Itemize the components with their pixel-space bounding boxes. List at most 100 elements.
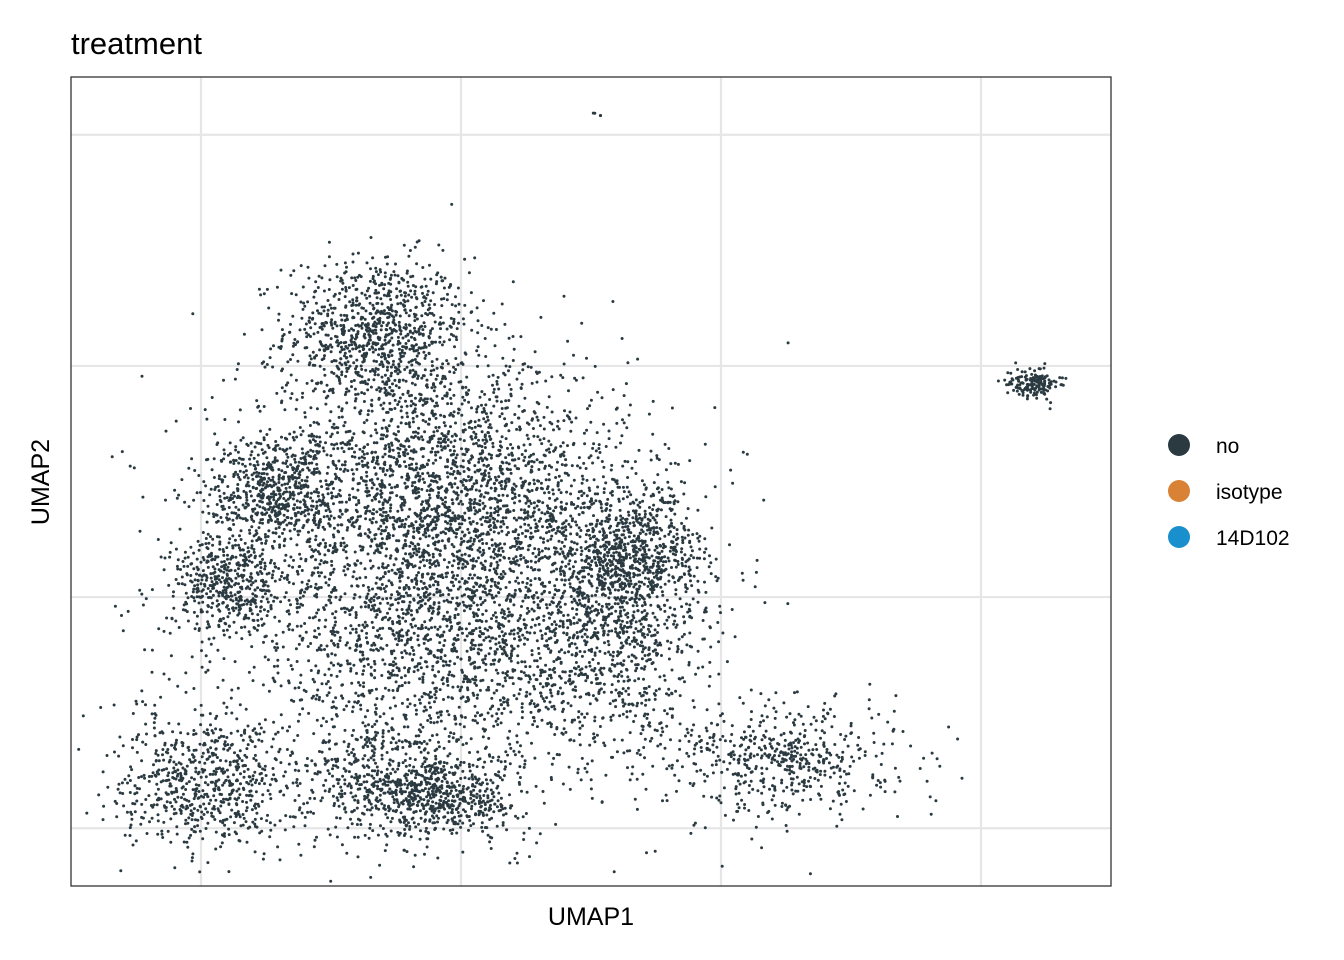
data-point <box>387 688 391 692</box>
data-point <box>318 340 322 344</box>
data-point <box>384 342 388 345</box>
data-point <box>412 530 416 534</box>
data-point <box>366 663 370 666</box>
data-point <box>432 414 436 418</box>
data-point <box>329 306 333 310</box>
data-point <box>524 535 528 538</box>
data-point <box>536 529 540 533</box>
data-point <box>462 680 465 684</box>
data-point <box>568 410 572 414</box>
data-point <box>346 366 350 370</box>
data-point <box>542 415 546 419</box>
data-point <box>649 494 653 498</box>
data-point <box>476 576 480 580</box>
data-point <box>475 603 479 607</box>
data-point <box>423 344 427 348</box>
data-point <box>385 643 389 647</box>
data-point <box>624 520 628 524</box>
data-point <box>482 638 486 642</box>
data-point <box>488 588 492 592</box>
data-point <box>570 720 574 724</box>
data-point <box>518 765 522 769</box>
data-point <box>354 279 358 282</box>
data-point <box>375 510 379 514</box>
data-point <box>411 489 415 493</box>
data-point <box>405 631 409 635</box>
data-point <box>376 342 380 346</box>
data-point <box>340 523 344 527</box>
data-point <box>260 361 264 365</box>
data-point <box>379 513 382 517</box>
data-point <box>482 495 486 499</box>
data-point <box>415 414 419 418</box>
data-point <box>493 489 497 493</box>
data-point <box>455 327 459 331</box>
data-point <box>373 676 377 680</box>
data-point <box>446 444 450 448</box>
data-point <box>497 531 501 535</box>
data-point <box>476 619 480 623</box>
data-point <box>441 377 444 381</box>
data-point <box>430 327 434 331</box>
data-point <box>425 507 429 511</box>
data-point <box>460 489 464 493</box>
data-point <box>267 529 271 533</box>
data-point <box>275 391 279 395</box>
data-point <box>458 602 461 606</box>
data-point <box>475 696 479 700</box>
data-point <box>438 710 442 714</box>
data-point <box>360 455 364 459</box>
data-point <box>280 339 284 343</box>
data-point <box>184 671 188 675</box>
data-point <box>423 465 427 469</box>
data-point <box>463 552 467 556</box>
data-point <box>608 508 612 512</box>
data-point <box>366 641 370 645</box>
data-point <box>440 539 444 543</box>
data-point <box>383 499 387 503</box>
data-point <box>428 618 432 622</box>
data-point <box>466 467 470 470</box>
data-point <box>285 515 289 519</box>
data-point <box>387 289 391 293</box>
data-point <box>461 502 464 506</box>
data-point <box>420 502 423 506</box>
data-point <box>370 539 374 543</box>
data-point <box>448 659 452 663</box>
data-point <box>396 593 400 596</box>
data-point <box>475 510 479 514</box>
data-point <box>378 627 382 631</box>
data-point <box>505 494 509 498</box>
data-point <box>389 365 393 369</box>
data-point <box>529 710 533 714</box>
data-point <box>364 511 368 515</box>
data-point <box>577 513 581 516</box>
data-point <box>437 740 440 744</box>
data-point <box>396 517 400 521</box>
data-point <box>411 416 415 420</box>
data-point <box>474 436 477 440</box>
data-point <box>517 516 521 520</box>
data-point <box>363 567 367 571</box>
data-point <box>535 380 539 384</box>
data-point <box>428 558 432 562</box>
data-point <box>437 601 441 605</box>
data-point <box>358 525 362 528</box>
data-point <box>494 615 498 619</box>
data-point <box>291 628 295 632</box>
data-point <box>380 344 384 348</box>
data-point <box>427 652 431 656</box>
data-point <box>512 509 516 512</box>
data-point <box>341 281 345 285</box>
data-point <box>522 556 526 560</box>
data-point <box>291 344 295 348</box>
data-point <box>325 560 329 564</box>
data-point <box>407 314 411 318</box>
data-point <box>294 378 298 382</box>
data-point <box>324 396 328 400</box>
data-point <box>385 429 389 433</box>
data-point <box>467 459 471 463</box>
data-point <box>320 327 324 331</box>
data-point <box>486 833 490 837</box>
data-point <box>312 845 316 849</box>
